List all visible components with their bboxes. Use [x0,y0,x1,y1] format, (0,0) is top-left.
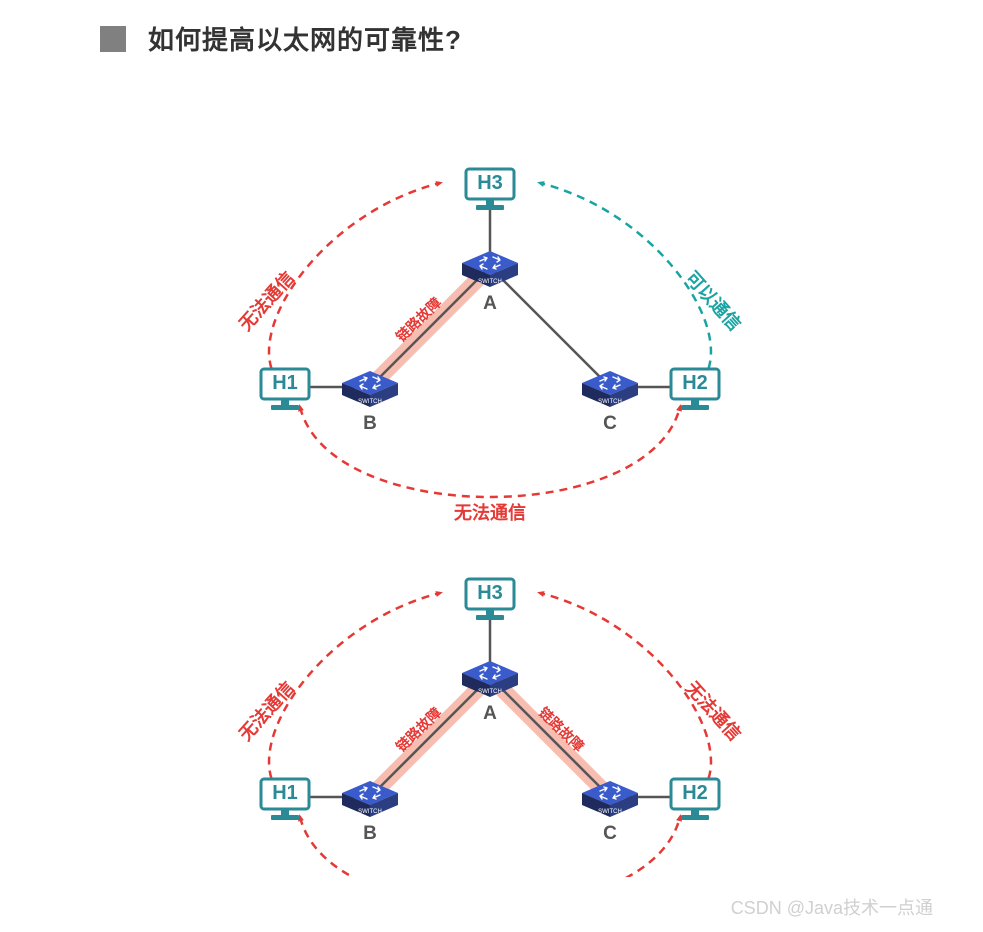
arc-label: 无法通信 [682,677,746,745]
page-title: 如何提高以太网的可靠性? [148,20,462,57]
host-h3: H3 [466,169,514,210]
svg-text:SWITCH: SWITCH [478,279,502,285]
switch-label: B [363,413,377,434]
host-label: H1 [272,372,298,394]
link [490,267,610,387]
switch-label: B [363,823,377,844]
switch-label: C [603,413,617,434]
comm-arc [300,817,680,877]
host-label: H2 [682,372,708,394]
switch-label: A [483,293,497,314]
host-h1: H1 [261,779,309,820]
host-h2: H2 [671,369,719,410]
svg-text:SWITCH: SWITCH [478,689,502,695]
host-label: H3 [477,172,503,194]
network-diagram: 链路故障无法通信可以通信无法通信SWITCHASWITCHBSWITCHCH3H… [0,57,983,877]
page: 如何提高以太网的可靠性? 链路故障无法通信可以通信无法通信SWITCHASWIT… [0,0,983,932]
host-label: H1 [272,782,298,804]
host-h2: H2 [671,779,719,820]
bullet-icon [100,26,126,52]
switch-b: SWITCH B [342,781,398,844]
svg-text:SWITCH: SWITCH [598,399,622,405]
switch-label: A [483,703,497,724]
switch-c: SWITCH C [582,781,638,844]
host-label: H2 [682,782,708,804]
link [370,267,490,387]
host-h3: H3 [466,579,514,620]
switch-label: C [603,823,617,844]
comm-arc [300,407,680,497]
arc-label: 无法通信 [454,502,526,523]
host-label: H3 [477,582,503,604]
host-h1: H1 [261,369,309,410]
switch-b: SWITCH B [342,371,398,434]
comm-arc [540,593,711,807]
arc-label: 无法通信 [234,677,298,745]
switch-c: SWITCH C [582,371,638,434]
arc-label: 可以通信 [682,267,746,335]
svg-text:SWITCH: SWITCH [358,809,382,815]
comm-arc [269,183,440,397]
arc-label: 无法通信 [234,267,298,335]
link [370,677,490,797]
svg-text:SWITCH: SWITCH [358,399,382,405]
comm-arc [269,593,440,807]
watermark: CSDN @Java技术一点通 [731,894,933,920]
comm-arc [540,183,711,397]
svg-text:SWITCH: SWITCH [598,809,622,815]
link [490,677,610,797]
title-row: 如何提高以太网的可靠性? [0,0,983,57]
